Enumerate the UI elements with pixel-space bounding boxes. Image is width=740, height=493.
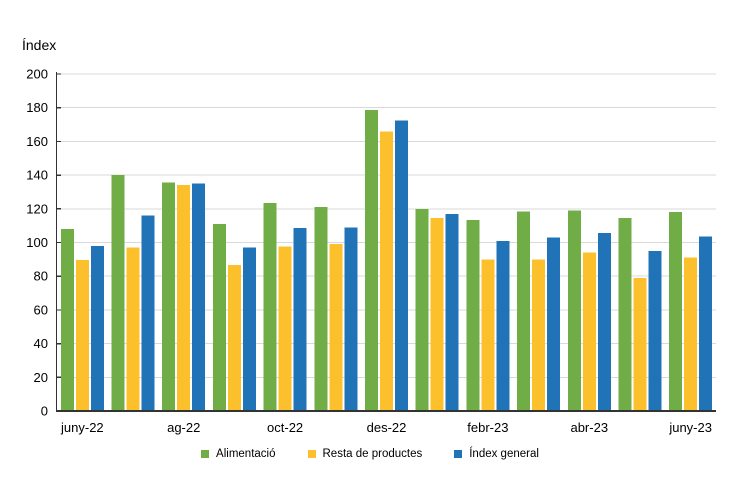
bar	[597, 233, 611, 411]
x-tick-label: abr-23	[570, 420, 608, 435]
bar	[242, 247, 256, 411]
bar	[532, 259, 546, 411]
legend-swatch-yellow	[307, 450, 316, 458]
y-tick-label: 160	[26, 134, 48, 149]
x-tick-label: juny-22	[60, 420, 104, 435]
bar	[582, 252, 596, 411]
bar	[162, 182, 176, 411]
y-tick-label: 140	[26, 168, 48, 183]
x-tick-label: des-22	[367, 420, 407, 435]
y-tick-label: 80	[34, 269, 48, 284]
bar	[496, 240, 510, 411]
bar	[278, 246, 292, 411]
bar	[263, 202, 277, 411]
bar	[415, 208, 429, 411]
bar	[111, 175, 125, 411]
bar	[329, 244, 343, 411]
bar	[60, 229, 74, 411]
legend-item-resta-de-productes: Resta de productes	[307, 448, 423, 460]
bar	[90, 245, 104, 411]
legend-swatch-blue	[454, 450, 463, 458]
bar	[227, 265, 241, 411]
bar	[126, 247, 140, 411]
bar	[567, 210, 581, 411]
y-tick-label: 40	[34, 336, 48, 351]
y-tick-label: 180	[26, 100, 48, 115]
bar	[75, 260, 89, 411]
bar	[481, 259, 495, 411]
bar	[141, 215, 155, 411]
bar	[430, 218, 444, 411]
bar	[684, 257, 698, 411]
legend-swatch-green	[201, 450, 210, 458]
bar	[395, 120, 408, 412]
bar	[365, 110, 378, 411]
legend-item-alimentacio: Alimentació	[201, 448, 276, 460]
bar	[212, 223, 226, 411]
bar	[547, 237, 561, 411]
bar	[192, 183, 206, 411]
legend-label: Alimentació	[216, 448, 276, 460]
bar	[177, 185, 191, 411]
bar	[445, 213, 459, 411]
bar	[344, 227, 358, 411]
x-tick-label: febr-23	[467, 420, 508, 435]
y-tick-label: 0	[41, 404, 48, 419]
bar	[517, 211, 531, 411]
bar	[648, 250, 662, 411]
x-tick-label: oct-22	[267, 420, 303, 435]
bar	[380, 131, 393, 412]
bar	[669, 212, 683, 411]
legend-item-index-general: Índex general	[454, 448, 539, 460]
bar	[633, 277, 647, 411]
x-tick-label: juny-23	[668, 420, 712, 435]
bar	[293, 228, 307, 411]
y-axis-title: Índex	[22, 37, 57, 53]
y-tick-label: 60	[34, 302, 48, 317]
x-tick-label: ag-22	[167, 420, 200, 435]
legend-label: Índex general	[469, 448, 539, 460]
bar	[618, 218, 632, 411]
y-tick-label: 20	[34, 370, 48, 385]
bar	[466, 219, 480, 411]
y-tick-label: 100	[26, 235, 48, 250]
legend-label: Resta de productes	[322, 448, 423, 460]
bar	[699, 236, 713, 411]
y-tick-label: 120	[26, 201, 48, 216]
bar	[314, 207, 328, 411]
y-tick-label: 200	[26, 67, 48, 82]
legend: Alimentació Resta de productes Índex gen…	[0, 444, 740, 464]
bar-chart-plot: 0 20 40 60 80 100 120 140 160 180 200 juny-22 ag-22 o…	[26, 67, 716, 435]
